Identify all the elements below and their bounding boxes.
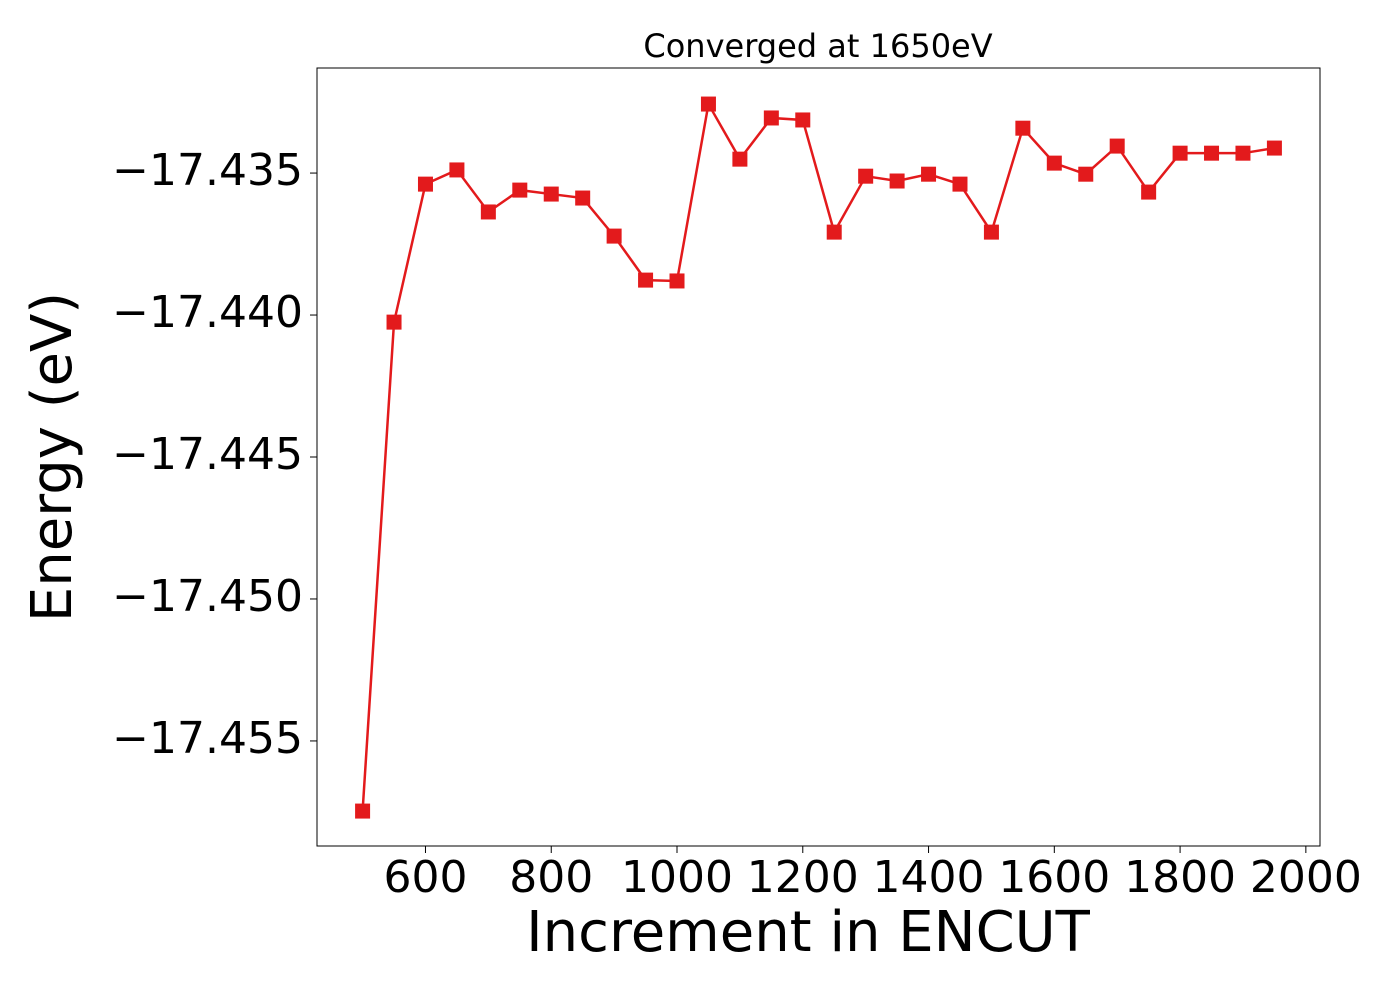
marker <box>921 166 937 182</box>
marker <box>543 186 559 202</box>
x-tick-label: 2000 <box>1250 852 1362 903</box>
x-tick-label: 1000 <box>621 852 733 903</box>
y-tick-label: −17.435 <box>112 145 303 196</box>
marker <box>795 112 811 128</box>
marker <box>763 110 779 126</box>
x-tick-label: 1400 <box>873 852 985 903</box>
marker <box>1046 155 1062 171</box>
marker <box>480 204 496 220</box>
y-tick-label: −17.455 <box>112 713 303 764</box>
marker <box>700 96 716 112</box>
x-axis-label: Increment in ENCUT <box>526 900 1091 965</box>
marker <box>575 190 591 206</box>
marker <box>638 272 654 288</box>
marker <box>449 162 465 178</box>
marker <box>606 228 622 244</box>
marker <box>386 314 402 330</box>
marker <box>417 176 433 192</box>
marker <box>355 803 371 819</box>
marker <box>1141 184 1157 200</box>
x-tick-label: 1800 <box>1124 852 1236 903</box>
marker <box>952 176 968 192</box>
marker <box>669 273 685 289</box>
x-tick-label: 800 <box>509 852 593 903</box>
marker <box>826 224 842 240</box>
y-tick-label: −17.440 <box>112 287 303 338</box>
marker <box>732 151 748 167</box>
marker <box>1078 166 1094 182</box>
marker <box>1172 145 1188 161</box>
marker <box>1109 138 1125 154</box>
chart-title: Converged at 1650eV <box>643 27 992 65</box>
marker <box>889 173 905 189</box>
x-tick-label: 1200 <box>747 852 859 903</box>
series-line <box>361 100 1275 812</box>
y-tick-label: −17.445 <box>112 429 303 480</box>
x-tick-label: 600 <box>383 852 467 903</box>
x-tick-label: 1600 <box>998 852 1110 903</box>
marker <box>983 224 999 240</box>
marker <box>1015 120 1031 136</box>
marker <box>1266 140 1282 156</box>
marker <box>858 168 874 184</box>
y-axis-label: Energy (eV) <box>20 292 85 622</box>
marker <box>512 182 528 198</box>
marker <box>1235 145 1251 161</box>
y-tick-label: −17.450 <box>112 571 303 622</box>
marker <box>1204 145 1220 161</box>
